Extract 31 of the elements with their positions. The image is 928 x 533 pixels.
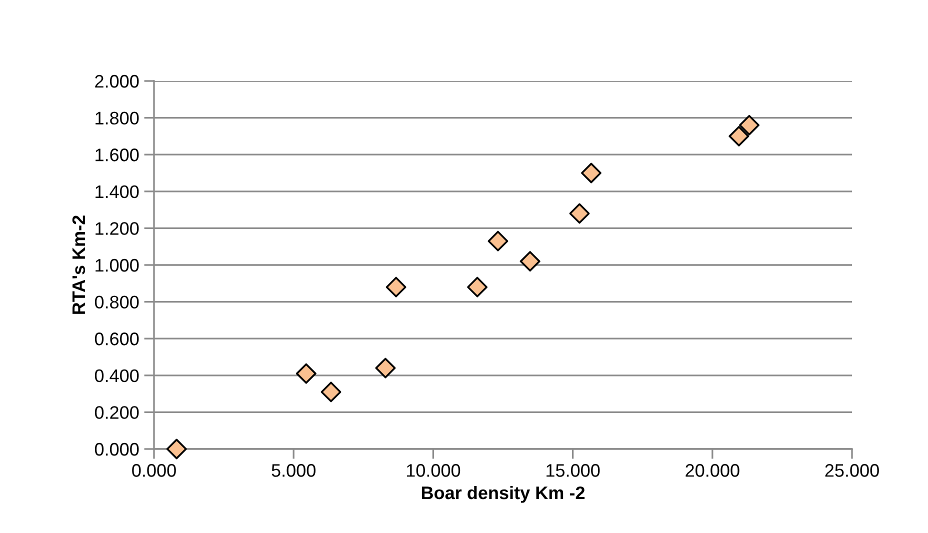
y-tick-label: 1.600 xyxy=(96,148,139,162)
point xyxy=(569,203,590,224)
point xyxy=(166,438,187,460)
y-tick-label: 0.800 xyxy=(94,296,139,309)
x-axis-title: Boar density Km -2 xyxy=(422,486,585,503)
y-tick-label: 0.000 xyxy=(94,442,139,456)
y-tick-label: 1.000 xyxy=(96,258,139,272)
x-tick-label: 10.000 xyxy=(406,464,460,477)
point xyxy=(320,382,342,402)
y-tick-label: 0.600 xyxy=(94,332,139,346)
x-tick-label: 15.000 xyxy=(546,464,600,477)
y-tick-label: 2.000 xyxy=(95,74,139,88)
point xyxy=(728,126,750,146)
x-tick-label: 20.000 xyxy=(686,464,740,477)
point xyxy=(488,230,508,252)
x-tick-label: 5.000 xyxy=(272,464,316,477)
point xyxy=(386,276,406,298)
point xyxy=(296,363,316,384)
y-tick-label: 0.200 xyxy=(94,406,139,419)
y-tick-label: 0.400 xyxy=(94,369,139,382)
y-tick-label: 1.800 xyxy=(96,112,139,125)
x-tick-label: 0.000 xyxy=(132,464,176,477)
point xyxy=(467,276,488,298)
y-axis-title: RTA's Km-2 xyxy=(72,216,86,314)
x-tick-label: 25.000 xyxy=(825,464,879,477)
point xyxy=(739,114,760,136)
point xyxy=(520,251,540,272)
point xyxy=(375,358,396,378)
y-tick-label: 1.200 xyxy=(96,222,139,235)
y-tick-label: 1.400 xyxy=(96,185,139,198)
point xyxy=(581,162,602,184)
